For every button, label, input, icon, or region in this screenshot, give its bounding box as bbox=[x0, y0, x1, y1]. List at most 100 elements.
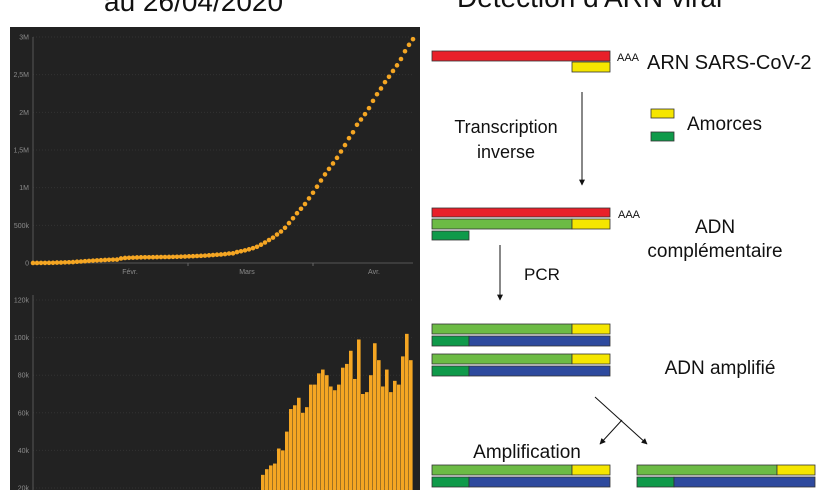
y-tick-label: 0 bbox=[25, 261, 29, 268]
data-point bbox=[138, 255, 144, 260]
data-point bbox=[38, 260, 44, 266]
data-point bbox=[82, 258, 88, 264]
primer-yellow bbox=[571, 464, 611, 476]
y-tick-label: 40k bbox=[18, 448, 30, 455]
data-point bbox=[214, 252, 220, 258]
data-point bbox=[278, 229, 284, 234]
bar bbox=[277, 448, 281, 490]
dna-strand-bottom bbox=[468, 335, 611, 347]
data-point bbox=[98, 257, 104, 263]
data-point bbox=[242, 248, 248, 253]
data-point bbox=[374, 91, 380, 97]
data-point bbox=[334, 155, 340, 161]
diagram-title: Détection d'ARN viral bbox=[457, 0, 722, 12]
data-point bbox=[302, 201, 308, 207]
data-point bbox=[338, 149, 344, 154]
x-tick-label: Mars bbox=[239, 269, 255, 276]
data-point bbox=[162, 254, 168, 260]
bar bbox=[337, 384, 341, 490]
data-point bbox=[282, 225, 288, 231]
data-point bbox=[202, 253, 208, 258]
x-tick-label: Avr. bbox=[368, 269, 380, 276]
bar bbox=[313, 384, 317, 490]
data-point bbox=[222, 251, 228, 257]
amplified-label: ADN amplifié bbox=[665, 358, 776, 379]
bar bbox=[353, 378, 357, 490]
x-tick-label: Févr. bbox=[122, 269, 138, 276]
bar bbox=[301, 412, 305, 490]
data-point bbox=[254, 244, 260, 250]
arrow-split-icon bbox=[599, 419, 623, 445]
data-point bbox=[310, 190, 316, 196]
covid-charts: 0 500k 1M 1,5M 2M 2,5M 3M Févr. Mars Avr. 20k 40k 6… bbox=[10, 27, 420, 490]
data-point bbox=[146, 254, 152, 260]
primer-yellow bbox=[776, 464, 816, 476]
cumulative-cases-chart: 0 500k 1M 1,5M 2M 2,5M 3M Févr. Mars Avr. bbox=[13, 35, 416, 276]
dna-strand-bottom bbox=[468, 365, 611, 377]
data-point bbox=[114, 257, 120, 262]
data-point bbox=[266, 237, 272, 243]
data-point bbox=[358, 117, 364, 122]
data-point bbox=[234, 249, 240, 255]
data-point bbox=[410, 36, 416, 42]
data-point bbox=[134, 255, 140, 260]
data-point bbox=[274, 232, 280, 237]
data-point bbox=[150, 254, 156, 260]
data-point bbox=[106, 257, 112, 263]
dna-strand-top bbox=[431, 323, 573, 335]
data-point bbox=[46, 260, 52, 266]
data-point bbox=[406, 42, 412, 48]
data-point bbox=[110, 257, 116, 262]
dna-strand-bottom bbox=[468, 476, 611, 488]
data-point bbox=[218, 252, 224, 257]
data-point bbox=[346, 135, 352, 141]
bar bbox=[385, 369, 389, 490]
data-point bbox=[122, 255, 128, 261]
data-point bbox=[206, 253, 212, 258]
bar bbox=[329, 386, 333, 490]
y-tick-label: 1,5M bbox=[13, 148, 29, 155]
bar bbox=[273, 463, 277, 490]
data-point bbox=[190, 253, 196, 259]
step-label: Amplification bbox=[473, 442, 581, 463]
data-point bbox=[314, 184, 320, 189]
data-point bbox=[270, 235, 276, 240]
data-point bbox=[402, 48, 408, 54]
bar bbox=[285, 431, 289, 490]
bar bbox=[289, 409, 293, 490]
data-point bbox=[174, 254, 180, 260]
bar bbox=[261, 474, 265, 490]
primer-green bbox=[636, 476, 675, 488]
data-point bbox=[42, 260, 48, 266]
data-point bbox=[350, 129, 356, 135]
y-tick-label: 500k bbox=[14, 223, 30, 230]
dna-strand-top bbox=[636, 464, 778, 476]
primer-green bbox=[431, 230, 470, 241]
y-tick-label: 80k bbox=[18, 373, 30, 380]
cdna-label: complémentaire bbox=[647, 241, 782, 262]
data-point bbox=[194, 253, 200, 259]
bar bbox=[321, 369, 325, 490]
data-point bbox=[142, 255, 148, 260]
step-label: inverse bbox=[477, 142, 535, 162]
bar bbox=[377, 360, 381, 490]
bar bbox=[305, 407, 309, 490]
bar bbox=[281, 450, 285, 490]
data-point bbox=[166, 254, 172, 260]
primer-green bbox=[431, 335, 470, 347]
data-point bbox=[102, 257, 108, 263]
data-point bbox=[326, 166, 332, 172]
y-tick-label: 2,5M bbox=[13, 72, 29, 79]
data-point bbox=[238, 248, 244, 254]
data-point bbox=[342, 142, 348, 148]
data-point bbox=[210, 252, 216, 258]
bar bbox=[401, 356, 405, 490]
bar bbox=[325, 375, 329, 490]
data-point bbox=[118, 256, 124, 261]
bar bbox=[265, 469, 269, 490]
primer-green bbox=[431, 476, 470, 488]
data-point bbox=[230, 251, 236, 256]
step-label: PCR bbox=[524, 265, 560, 284]
data-point bbox=[258, 242, 264, 248]
